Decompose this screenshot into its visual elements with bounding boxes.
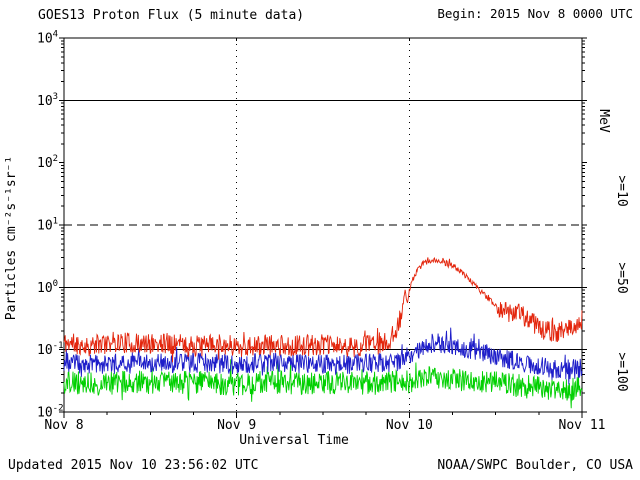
x-tick-label: Nov 11	[559, 418, 606, 433]
plot-border	[63, 37, 583, 413]
updated-timestamp-label: Updated 2015 Nov 10 23:56:02 UTC	[8, 458, 258, 473]
series-line->=100	[63, 358, 583, 409]
right-axis-unit-label: MeV	[596, 109, 611, 133]
series-label->=50: >=50	[614, 262, 629, 293]
y-tick-label: 103	[37, 92, 58, 109]
x-tick-label: Nov 9	[217, 418, 256, 433]
credit-label: NOAA/SWPC Boulder, CO USA	[437, 458, 633, 473]
chart-title: GOES13 Proton Flux (5 minute data)	[38, 8, 304, 23]
y-tick-label: 10-1	[37, 341, 64, 358]
y-axis-title: Particles cm⁻²s⁻¹sr⁻¹	[4, 156, 19, 320]
x-axis-title: Universal Time	[239, 433, 349, 448]
y-tick-label: 102	[37, 154, 58, 171]
begin-timestamp-label: Begin: 2015 Nov 8 0000 UTC	[437, 6, 633, 21]
series-line->=50	[63, 327, 583, 385]
x-tick-label: Nov 8	[44, 418, 83, 433]
x-tick-label: Nov 10	[386, 418, 433, 433]
y-tick-label: 100	[37, 279, 58, 296]
y-tick-label: 101	[37, 217, 58, 234]
y-tick-label: 104	[37, 30, 58, 47]
series-line->=10	[63, 256, 583, 363]
series-label->=10: >=10	[614, 175, 629, 206]
series-label->=100: >=100	[614, 352, 629, 391]
